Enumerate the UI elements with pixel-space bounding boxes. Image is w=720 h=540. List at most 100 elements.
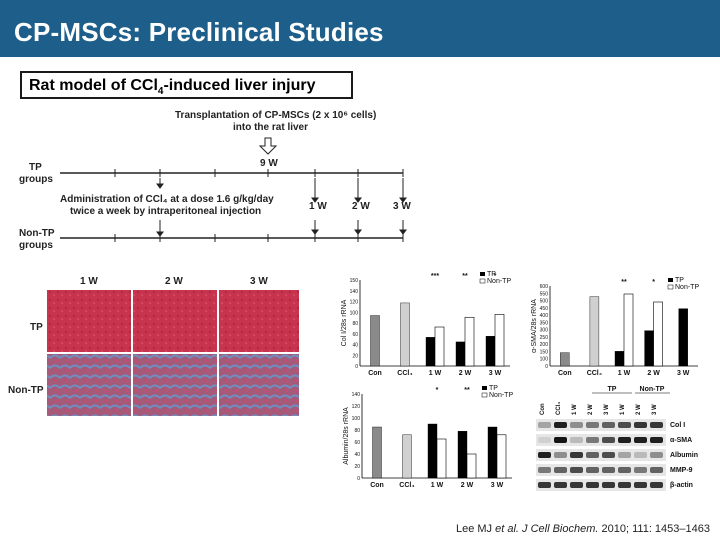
legend-label-tp: TP [489, 385, 498, 392]
citation: Lee MJ et al. J Cell Biochem. 2010; 111:… [456, 523, 710, 535]
blot-band [602, 452, 615, 458]
histo-nontp-1w [47, 354, 131, 416]
blot-band [634, 482, 647, 488]
bar-tp [370, 315, 380, 367]
y-tick-label: 100 [352, 416, 361, 422]
week-2-label: 2 W [352, 201, 370, 212]
bar-charts: Col I/28s rRNA 0 20 40 60 80 100 120 140 150 Con CC… [341, 271, 699, 489]
bar-tp [589, 296, 600, 367]
blot-band [586, 437, 599, 443]
y-axis-label: Col I/28s rRNA [341, 299, 348, 346]
blot-band [554, 452, 567, 458]
x-tick-label: Con [368, 370, 382, 377]
blot-strip [536, 479, 666, 491]
histo-row-nontp: Non-TP [8, 385, 44, 396]
x-tick-label: 3 W [677, 370, 690, 377]
blot-band [538, 437, 551, 443]
y-axis-label: α-SMA/28s rRNA [531, 299, 538, 353]
bar-tp [425, 337, 436, 367]
blot-band [634, 467, 647, 473]
y-tick-label: 60 [354, 440, 360, 446]
y-tick-label: 80 [354, 428, 360, 434]
legend-label-tp: TP [487, 271, 496, 278]
legend-swatch-tp [480, 272, 485, 276]
y-tick-label: 140 [352, 392, 361, 398]
legend-swatch-tp [668, 278, 673, 282]
bar-tp [457, 430, 468, 479]
blot-band [602, 422, 615, 428]
bar-tp [560, 352, 570, 367]
x-tick-label: 3 W [489, 370, 502, 377]
histo-tp-3w [219, 290, 299, 352]
histo-tp-2w [133, 290, 217, 352]
x-tick-label: CCl₄ [397, 370, 412, 377]
blot-band [618, 422, 631, 428]
blot-band [618, 437, 631, 443]
blot-band [538, 422, 551, 428]
blot-band [554, 482, 567, 488]
blot-lane-label: CCl₄ [556, 402, 562, 415]
legend-label-non-tp: Non-TP [675, 284, 699, 291]
blot-strip [536, 434, 666, 446]
blot-band [570, 422, 583, 428]
significance-mark: ** [621, 279, 627, 286]
blot-band [570, 452, 583, 458]
y-tick-label: 40 [352, 343, 358, 349]
week-arrows [156, 178, 407, 237]
significance-mark: * [436, 387, 439, 394]
blot-band [650, 452, 663, 458]
legend-swatch-tp [482, 386, 487, 390]
nontp-groups-label-1: Non-TP [19, 228, 55, 239]
legend-swatch-non-tp [667, 284, 674, 290]
week-3-label: 3 W [393, 201, 411, 212]
tp-timeline-ticks [114, 169, 404, 177]
y-tick-label: 120 [352, 404, 361, 410]
blot-band [586, 422, 599, 428]
blot-band [554, 422, 567, 428]
citation-etal: et al. [495, 523, 519, 535]
y-tick-label: 140 [350, 289, 359, 295]
legend-label-non-tp: Non-TP [487, 278, 511, 285]
title-bar: CP-MSCs: Preclinical Studies [0, 0, 720, 57]
blot-group-non-tp: Non-TP [640, 386, 665, 393]
slide-subtitle: Rat model of CCl4-induced liver injury [29, 77, 315, 97]
y-tick-label: 500 [540, 299, 549, 305]
x-tick-label: 1 W [431, 482, 444, 489]
x-tick-label: CCl₄ [587, 370, 602, 377]
blot-strip [536, 464, 666, 476]
asma-chart: α-SMA/28s rRNA01001502002503003504004505… [531, 277, 699, 377]
histo-nontp-3w [219, 354, 299, 416]
blot-band [570, 437, 583, 443]
bar-tp [455, 341, 466, 367]
week-1-label: 1 W [309, 201, 327, 212]
histo-col-2w: 2 W [165, 276, 183, 287]
blot-strip [536, 449, 666, 461]
tp-groups-label-2: groups [19, 174, 53, 185]
week-9-label: 9 W [260, 158, 278, 169]
x-tick-label: 1 W [618, 370, 631, 377]
y-tick-label: 100 [350, 310, 359, 316]
significance-mark: ** [464, 387, 470, 394]
blot-protein-label: α-SMA [670, 437, 692, 444]
blot-lane-label: Con [540, 403, 546, 415]
y-tick-label: 250 [540, 335, 549, 341]
subtitle-main: Rat model of CCl [29, 77, 158, 94]
bar-non-tp [464, 316, 475, 367]
albumin-chart: Albumin/28s rRNA 0 20 40 60 80 100 120 140 Con CCl… [343, 385, 513, 489]
x-tick-label: 2 W [461, 482, 474, 489]
citation-journal: J Cell Biochem. [522, 523, 599, 535]
significance-mark: *** [431, 273, 439, 280]
subtitle-rest: -induced liver injury [163, 77, 316, 94]
y-tick-label: 450 [540, 306, 549, 312]
y-tick-label: 100 [540, 357, 549, 363]
histo-tp-1w [47, 290, 131, 352]
transplant-arrow-icon [258, 137, 278, 155]
blot-band [538, 467, 551, 473]
blot-band [554, 467, 567, 473]
histo-row-tp: TP [30, 322, 43, 333]
blot-band [618, 452, 631, 458]
bar-tp [427, 423, 438, 479]
bar-non-tp [623, 293, 634, 367]
legend-label-tp: TP [675, 277, 684, 284]
bar-non-tp [496, 434, 507, 479]
